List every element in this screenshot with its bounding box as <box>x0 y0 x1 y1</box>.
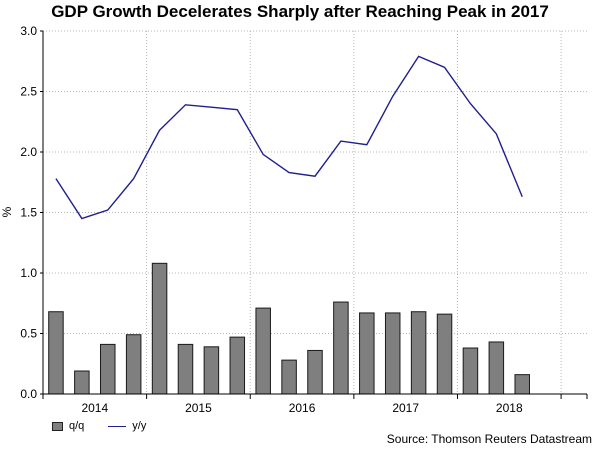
legend-label-qq: q/q <box>69 420 85 432</box>
bar-2016Q1 <box>255 307 271 395</box>
y-tick-label: 2.0 <box>20 145 37 159</box>
y-tick-label: 0.5 <box>20 327 37 341</box>
bar-2018Q3 <box>514 374 530 395</box>
x-tick-label: 2014 <box>81 401 108 415</box>
yy-line-series <box>55 55 523 220</box>
bar-2018Q2 <box>488 341 505 395</box>
bar-2017Q2 <box>384 312 401 395</box>
y-axis-label: % <box>0 206 14 217</box>
bar-2017Q1 <box>359 312 375 395</box>
legend-bar-swatch <box>52 421 63 431</box>
bar-2016Q4 <box>333 301 349 395</box>
bar-2015Q1 <box>151 262 168 395</box>
bar-2018Q1 <box>462 347 479 395</box>
yy-line <box>55 55 523 220</box>
bar-2014Q2 <box>74 370 90 395</box>
chart-title: GDP Growth Decelerates Sharply after Rea… <box>51 2 549 21</box>
x-tick-labels: 2014 2015 2016 2017 2018 <box>81 401 522 415</box>
x-tick-label: 2017 <box>392 401 419 415</box>
x-tick-label: 2018 <box>496 401 523 415</box>
x-tick-label: 2015 <box>185 401 212 415</box>
qq-bars <box>48 262 530 395</box>
legend-line-swatch <box>108 425 127 427</box>
axes <box>40 30 588 399</box>
bar-2016Q3 <box>307 349 323 395</box>
y-tick-label: 3.0 <box>20 24 37 38</box>
grid <box>43 30 587 394</box>
y-tick-label: 0.0 <box>20 387 37 401</box>
y-tick-labels: 0.0 0.5 1.0 1.5 2.0 2.5 3.0 <box>20 24 37 401</box>
bar-2015Q4 <box>229 336 246 395</box>
bar-2015Q2 <box>177 343 194 395</box>
bar-2015Q3 <box>203 346 220 395</box>
bar-2017Q3 <box>410 311 427 395</box>
bar-2014Q3 <box>100 343 116 395</box>
legend-item-qq: q/q <box>52 420 84 432</box>
bar-2014Q4 <box>125 334 142 395</box>
y-tick-label: 1.5 <box>20 206 37 220</box>
bar-2017Q4 <box>436 313 453 395</box>
legend-item-yy: y/y <box>108 420 146 432</box>
x-tick-label: 2016 <box>289 401 316 415</box>
source-note: Source: Thomson Reuters Datastream <box>386 432 592 446</box>
legend: q/q y/y <box>52 420 170 432</box>
y-tick-label: 1.0 <box>20 266 37 280</box>
y-tick-label: 2.5 <box>20 85 37 99</box>
bar-2014Q1 <box>48 311 64 395</box>
legend-label-yy: y/y <box>132 420 147 432</box>
bar-2016Q2 <box>281 359 297 395</box>
